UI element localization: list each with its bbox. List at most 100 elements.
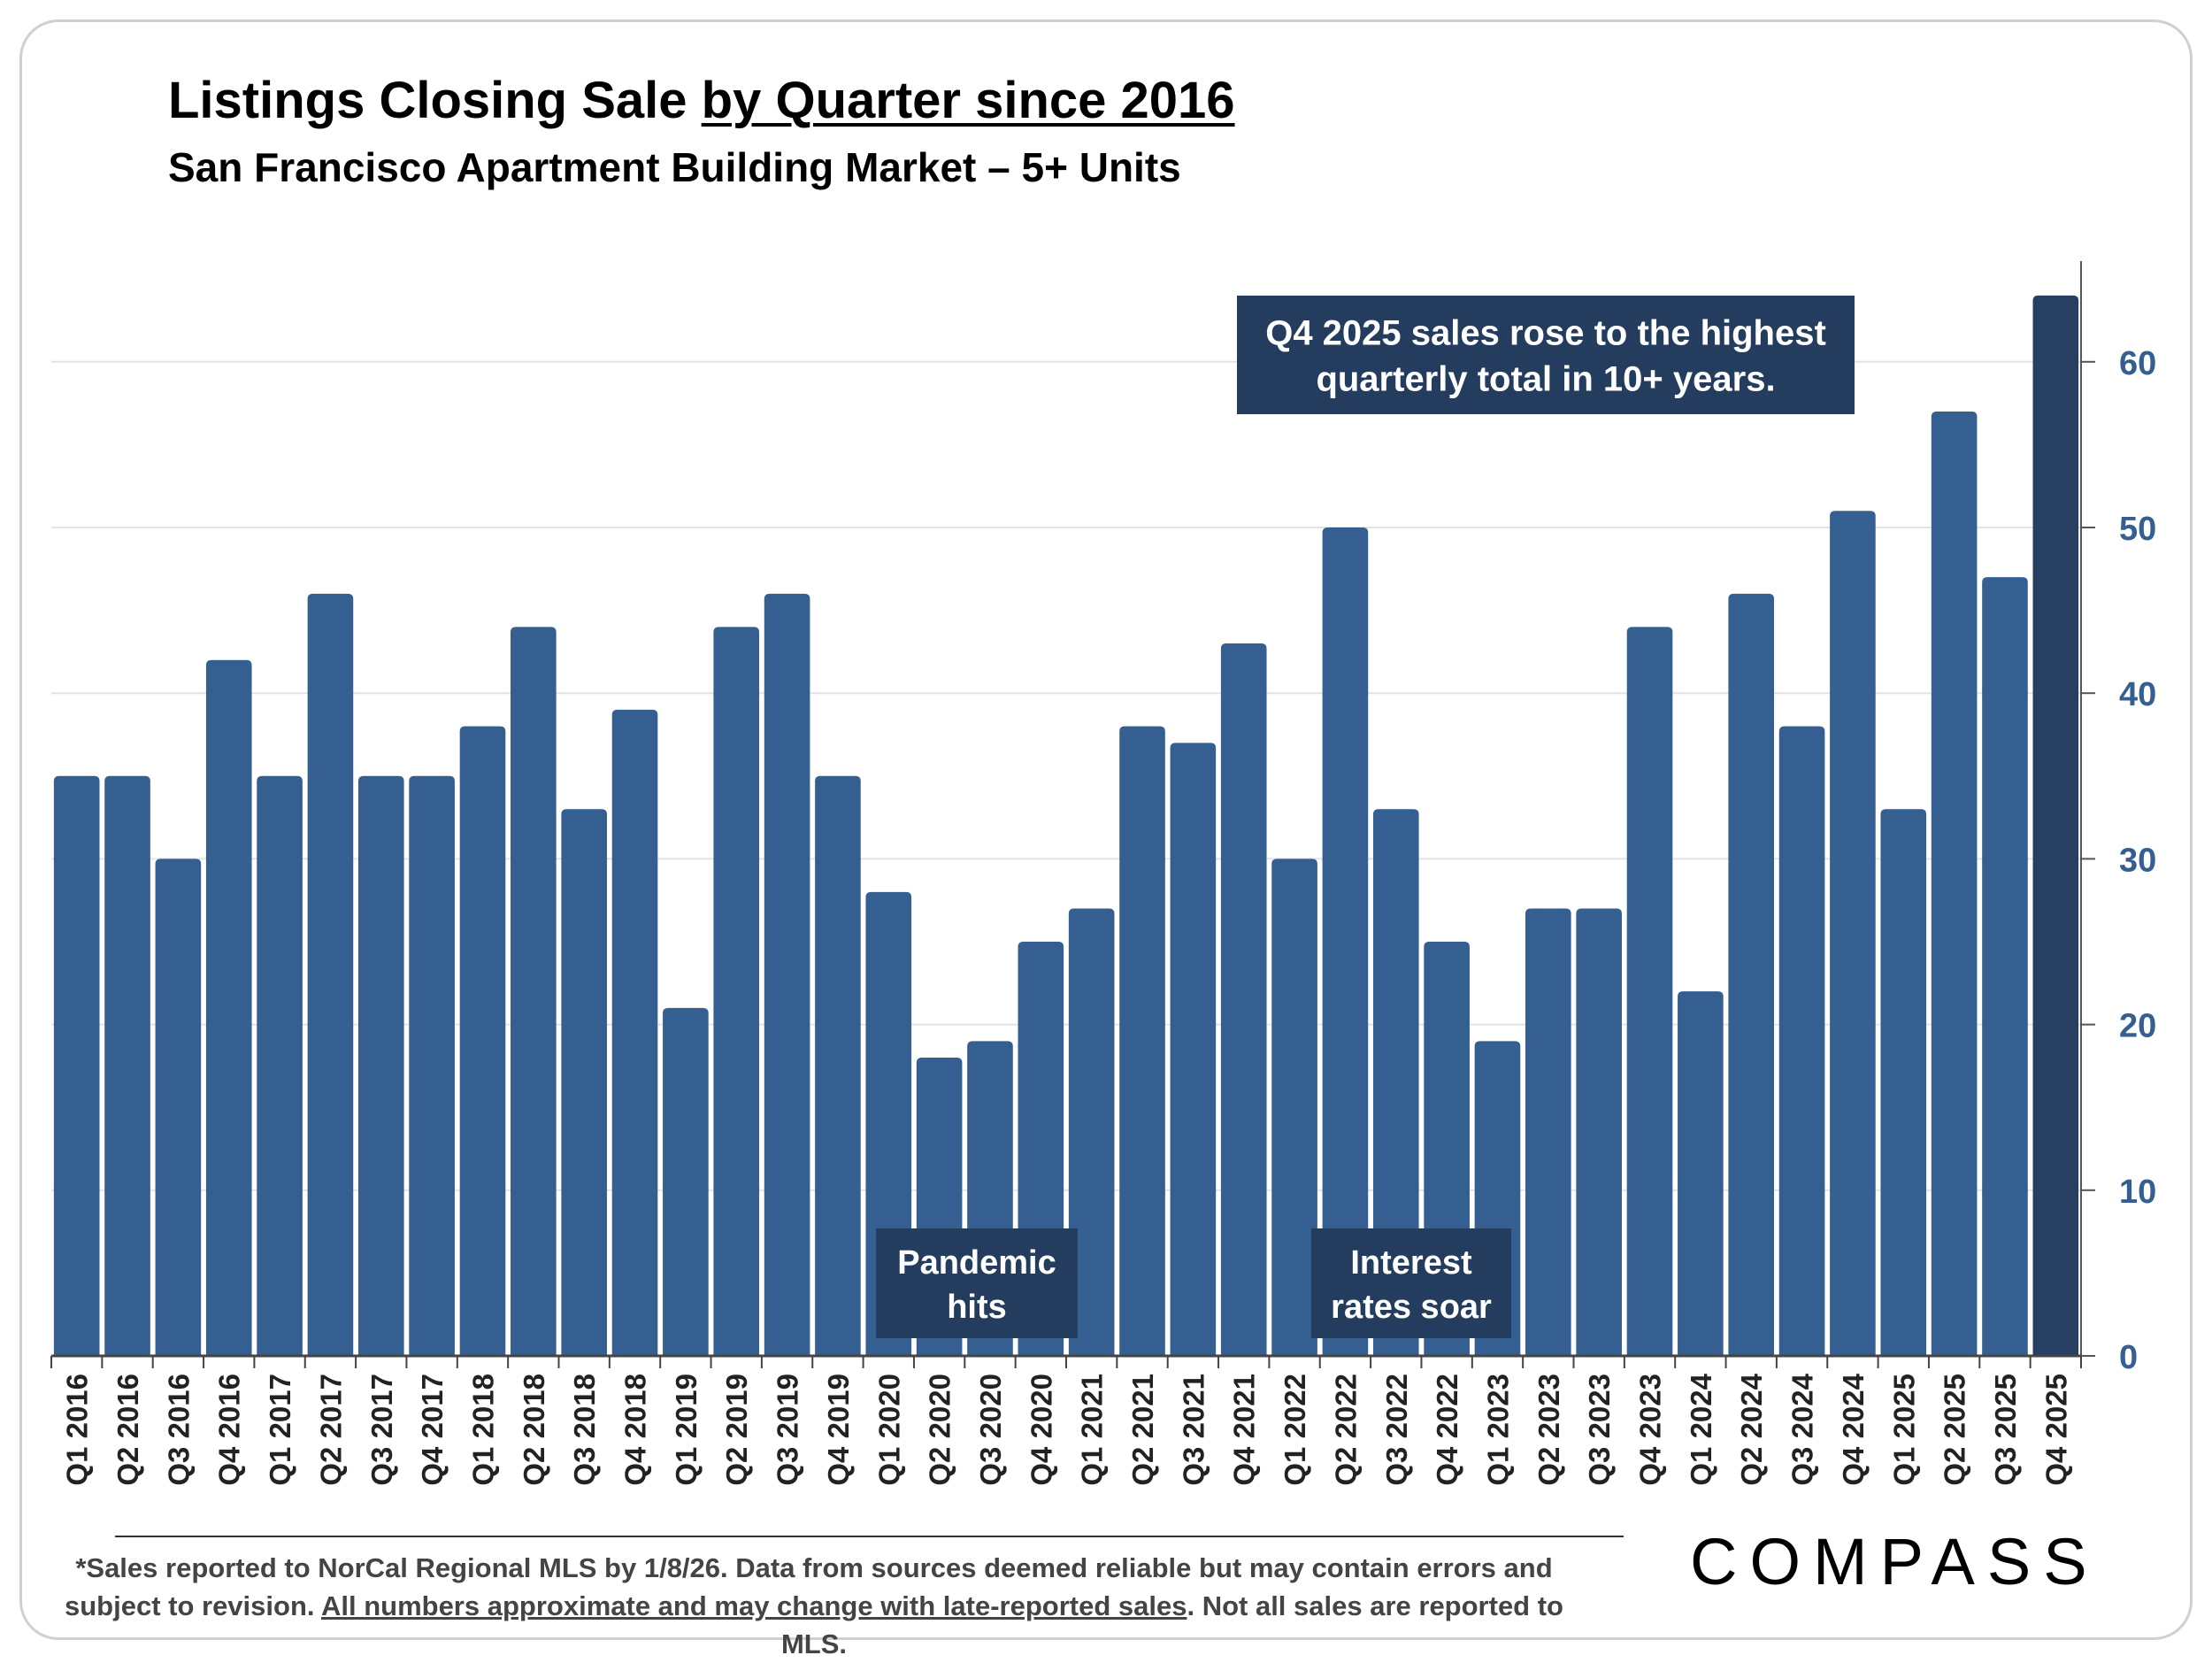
chart-title-underlined: by Quarter since 2016 <box>701 72 1235 129</box>
y-axis-labels: 0 10 20 30 40 50 60 <box>2119 345 2156 1376</box>
footnote-line-2-underlined: All numbers approximate and may change w… <box>320 1590 1187 1621</box>
y-tick-label: 60 <box>2119 345 2156 382</box>
bar-q3-2023 <box>1576 908 1622 1356</box>
rates-callout-box <box>1311 1228 1511 1338</box>
bar-q4-2016 <box>205 659 252 1356</box>
footnote-line-1: *Sales reported to NorCal Regional MLS b… <box>75 1552 1553 1583</box>
chart-title: Listings Closing Sale by Quarter since 2… <box>168 71 1235 130</box>
bar-q2-2018 <box>511 627 557 1356</box>
x-tick-label: Q3 2022 <box>1380 1374 1413 1486</box>
x-tick-label: Q4 2025 <box>2039 1374 2072 1486</box>
x-tick-label: Q3 2020 <box>974 1374 1007 1486</box>
x-tick-label: Q4 2018 <box>619 1374 652 1486</box>
x-tick-label: Q3 2023 <box>1583 1374 1616 1486</box>
pandemic-callout-text: Pandemic <box>897 1244 1056 1282</box>
bar-q3-2019 <box>764 593 810 1356</box>
bar-q1-2021 <box>1068 908 1115 1356</box>
bar-q3-2022 <box>1372 809 1419 1356</box>
bar-q4-2023 <box>1626 627 1673 1356</box>
footnote-divider <box>115 1536 1624 1537</box>
x-tick-label: Q2 2025 <box>1939 1374 1971 1486</box>
x-tick-label: Q4 2024 <box>1837 1373 1870 1485</box>
bar-q4-2021 <box>1220 643 1267 1356</box>
bar-series <box>53 295 2079 1357</box>
x-tick-label: Q4 2023 <box>1634 1374 1667 1486</box>
x-tick-label: Q2 2020 <box>924 1374 956 1486</box>
annotations: Q4 2025 sales rose to the highest quarter… <box>876 296 1855 1338</box>
headline-callout-text: quarterly total in 10+ years. <box>1316 360 1775 399</box>
x-tick-label: Q1 2016 <box>61 1374 94 1486</box>
x-tick-label: Q2 2024 <box>1735 1373 1768 1485</box>
gridlines <box>51 360 2081 1191</box>
x-tick-label: Q1 2017 <box>264 1374 296 1486</box>
bar-q1-2024 <box>1678 991 1724 1356</box>
bar-q4-2025 <box>2032 295 2079 1356</box>
x-tick-label: Q2 2021 <box>1126 1374 1159 1486</box>
bar-q2-2016 <box>104 775 150 1356</box>
axes <box>50 261 2095 1368</box>
bar-q1-2017 <box>257 775 303 1356</box>
x-tick-label: Q3 2018 <box>568 1374 601 1486</box>
x-tick-label: Q1 2019 <box>670 1374 703 1486</box>
rates-callout-text: Interest <box>1350 1244 1472 1282</box>
x-axis-labels: Q1 2016 Q2 2016 Q3 2016 Q4 2016 Q1 2017 Q2 20… <box>61 1373 2073 1485</box>
x-tick-label: Q2 2023 <box>1532 1374 1565 1486</box>
x-tick-label: Q2 2017 <box>314 1374 347 1486</box>
x-tick-label: Q1 2022 <box>1279 1374 1311 1486</box>
bar-q4-2018 <box>611 709 658 1356</box>
compass-logo: COMPASS <box>1690 1525 2100 1598</box>
bar-q3-2021 <box>1170 743 1217 1356</box>
x-tick-label: Q2 2016 <box>111 1374 144 1486</box>
chart-title-prefix: Listings Closing Sale <box>168 72 702 129</box>
rates-callout-text: rates soar <box>1331 1289 1492 1326</box>
bar-q3-2017 <box>357 775 404 1356</box>
bar-q1-2025 <box>1880 809 1927 1356</box>
x-tick-label: Q1 2018 <box>466 1374 499 1486</box>
x-tick-label: Q3 2024 <box>1786 1373 1819 1485</box>
bar-q2-2021 <box>1119 726 1165 1356</box>
bar-q1-2022 <box>1271 858 1317 1356</box>
bar-q2-2024 <box>1728 593 1775 1356</box>
bar-q1-2018 <box>459 726 506 1356</box>
bar-q2-2025 <box>1931 411 1978 1357</box>
headline-callout-text: Q4 2025 sales rose to the highest <box>1265 314 1826 353</box>
bar-q4-2024 <box>1830 511 1876 1356</box>
x-tick-label: Q3 2025 <box>1989 1374 2022 1486</box>
y-tick-label: 30 <box>2119 842 2156 879</box>
x-tick-label: Q1 2023 <box>1481 1374 1514 1486</box>
bar-q1-2016 <box>53 775 100 1356</box>
x-tick-label: Q3 2017 <box>365 1374 398 1486</box>
x-tick-label: Q4 2016 <box>213 1374 246 1486</box>
y-tick-label: 0 <box>2119 1339 2138 1376</box>
x-tick-label: Q4 2021 <box>1228 1374 1261 1486</box>
footnote: *Sales reported to NorCal Regional MLS b… <box>53 1549 1575 1663</box>
pandemic-callout-box <box>876 1228 1078 1338</box>
footnote-line-2-prefix: subject to revision. <box>64 1590 321 1621</box>
pandemic-callout-text: hits <box>947 1289 1007 1326</box>
footnote-line-2-suffix: . Not all sales are reported to MLS. <box>780 1590 1563 1659</box>
x-tick-label: Q1 2020 <box>872 1374 905 1486</box>
y-tick-label: 50 <box>2119 511 2156 548</box>
x-tick-label: Q4 2022 <box>1431 1374 1463 1486</box>
x-tick-label: Q2 2018 <box>518 1374 550 1486</box>
chart-subtitle: San Francisco Apartment Building Market … <box>168 144 1181 190</box>
y-tick-label: 10 <box>2119 1174 2156 1211</box>
footnote-line-2: subject to revision. All numbers approxi… <box>53 1587 1575 1663</box>
x-tick-label: Q4 2017 <box>416 1374 449 1486</box>
x-tick-label: Q1 2024 <box>1685 1373 1717 1485</box>
x-tick-label: Q3 2021 <box>1177 1374 1210 1486</box>
x-tick-label: Q4 2019 <box>822 1374 855 1486</box>
bar-q4-2017 <box>409 775 455 1356</box>
bar-q4-2019 <box>815 775 861 1356</box>
bar-q2-2019 <box>713 627 760 1356</box>
x-tick-label: Q1 2021 <box>1076 1374 1109 1486</box>
x-tick-label: Q3 2019 <box>772 1374 804 1486</box>
bar-q3-2024 <box>1778 726 1825 1356</box>
x-tick-label: Q3 2016 <box>162 1374 195 1486</box>
bar-q2-2017 <box>307 593 354 1356</box>
bar-q2-2022 <box>1322 527 1369 1356</box>
headline-callout-box <box>1237 296 1855 414</box>
bar-q1-2019 <box>663 1007 709 1356</box>
x-tick-label: Q2 2019 <box>720 1374 753 1486</box>
